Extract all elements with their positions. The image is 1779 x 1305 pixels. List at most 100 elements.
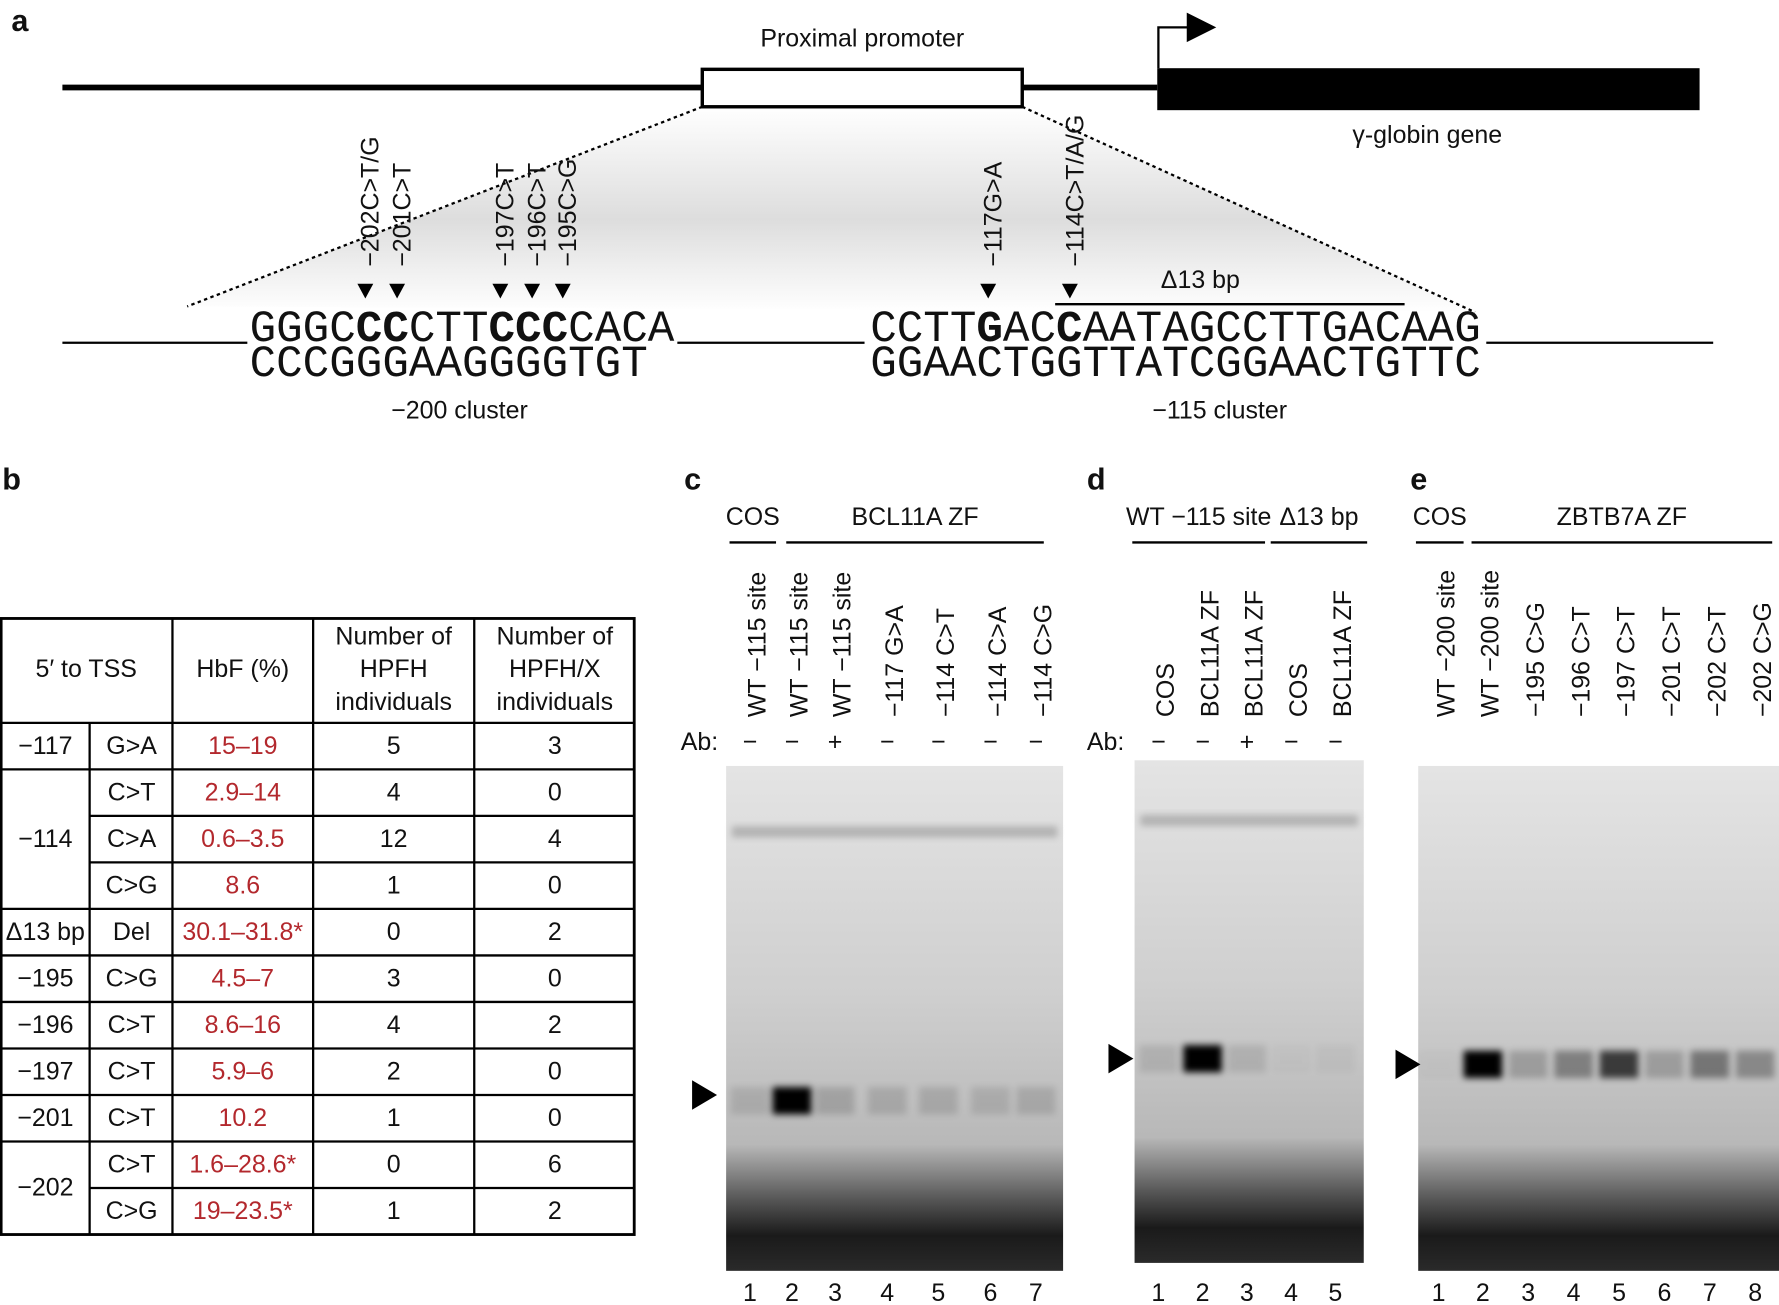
- table-cell: 2.9–14: [205, 778, 281, 806]
- gel-band: [1183, 1045, 1222, 1073]
- table-cell: C>G: [106, 871, 158, 899]
- gel-band: [1272, 1045, 1311, 1072]
- mutation-arrow: [554, 283, 571, 299]
- lane-number: 3: [828, 1279, 842, 1305]
- sequence-segment: G: [976, 305, 1003, 355]
- table-cell: −201: [17, 1104, 73, 1132]
- table-cell: 0: [548, 964, 562, 992]
- sequence-segment: AATAGCCTTGACAAG: [1083, 305, 1481, 355]
- table-cell: G>A: [106, 732, 157, 760]
- table-cell: 4: [387, 778, 401, 806]
- table-header: HPFH: [360, 655, 428, 683]
- lane-number: 2: [1196, 1279, 1210, 1305]
- promoter-box: [700, 67, 1024, 109]
- ab-mark: −: [1284, 728, 1299, 756]
- table-cell: 2: [387, 1057, 401, 1085]
- table-header: Number of: [335, 622, 452, 650]
- table-cell: 0: [548, 1104, 562, 1132]
- table-cell: Del: [113, 918, 150, 946]
- mutation-arrow: [492, 283, 509, 299]
- sequence-segment: AC: [1003, 305, 1056, 355]
- table-cell: 1.6–28.6*: [189, 1150, 296, 1178]
- gel-header: COS: [1413, 503, 1467, 531]
- table-cell: C>T: [108, 1150, 156, 1178]
- table-header: Number of: [497, 622, 614, 650]
- band-arrow: [1395, 1049, 1421, 1080]
- gel-header: ZBTB7A ZF: [1557, 503, 1687, 531]
- table-cell: C>T: [108, 778, 156, 806]
- table-cell: 4.5–7: [212, 964, 274, 992]
- sequence-segment: CACA: [568, 305, 675, 355]
- ab-mark: −: [1328, 728, 1343, 756]
- table-cell: 2: [548, 918, 562, 946]
- table-cell: C>T: [108, 1011, 156, 1039]
- lane-label: −201 C>T: [1658, 606, 1686, 717]
- ab-mark: −: [983, 728, 998, 756]
- mutation-label: −197C>T: [492, 163, 520, 267]
- gel-band: [1463, 1050, 1503, 1078]
- lane-label: −196 C>T: [1567, 606, 1595, 717]
- lane-label: WT −115 site: [829, 572, 857, 717]
- table-cell: 2: [548, 1197, 562, 1225]
- band-arrow: [1108, 1043, 1134, 1074]
- lane-label: BCL11A ZF: [1196, 590, 1224, 717]
- table-header: HPFH/X: [509, 655, 601, 683]
- mutation-arrow: [980, 283, 997, 299]
- lane-label: COS: [1152, 663, 1180, 717]
- lane-number: 4: [1567, 1279, 1581, 1305]
- table-cell: 30.1–31.8*: [182, 918, 303, 946]
- ab-mark: −: [743, 728, 758, 756]
- table-cell: 0: [548, 1057, 562, 1085]
- table-cell: 19–23.5*: [193, 1197, 293, 1225]
- gel-header: WT −115 site: [1126, 503, 1271, 531]
- table-cell: 1: [387, 1104, 401, 1132]
- ab-mark: −: [1151, 728, 1166, 756]
- mutation-arrow: [1061, 283, 1078, 299]
- lane-label: WT −200 site: [1477, 570, 1505, 717]
- ab-label: Ab:: [1087, 728, 1124, 756]
- lane-label: −114 C>T: [932, 608, 960, 717]
- ab-mark: +: [1240, 728, 1255, 756]
- table-border: [0, 617, 636, 1236]
- gel-band: [1599, 1050, 1639, 1078]
- gel-band: [1139, 1045, 1178, 1073]
- gel-band: [1508, 1050, 1548, 1078]
- lane-number: 6: [984, 1279, 998, 1305]
- lane-label: −195 C>G: [1522, 602, 1550, 717]
- lane-label: BCL11A ZF: [1329, 590, 1357, 717]
- sequence-segment: CCC: [489, 305, 569, 355]
- table-cell: 5: [387, 732, 401, 760]
- ab-mark: −: [931, 728, 946, 756]
- table-cell: 1: [387, 871, 401, 899]
- lane-number: 4: [880, 1279, 894, 1305]
- table-cell: C>G: [106, 964, 158, 992]
- table-cell: 4: [548, 825, 562, 853]
- gel-band: [867, 1087, 907, 1115]
- sequence-segment: CTT: [409, 305, 489, 355]
- table-header: HbF (%): [196, 655, 289, 683]
- mutation-arrow: [357, 283, 374, 299]
- table-cell: −195: [17, 964, 73, 992]
- gel-band: [1645, 1050, 1684, 1078]
- lane-number: 3: [1240, 1279, 1254, 1305]
- table-cell: −114: [18, 825, 72, 853]
- panel-label: d: [1087, 462, 1106, 496]
- ab-label: Ab:: [681, 728, 718, 756]
- mutation-label: −201C>T: [388, 163, 416, 267]
- ab-mark: +: [828, 728, 843, 756]
- mutation-label: −195C>G: [554, 159, 582, 267]
- lane-number: 1: [743, 1279, 757, 1305]
- gel-header: Δ13 bp: [1279, 503, 1358, 531]
- sequence-top: GGGCCCCTTCCCCACA: [250, 305, 675, 355]
- lane-label: WT −200 site: [1432, 570, 1460, 717]
- sequence-bottom: GGAACTGGTTATCGGAACTGTTC: [870, 340, 1481, 390]
- band-arrow: [692, 1080, 718, 1110]
- table-cell: 15–19: [208, 732, 277, 760]
- lane-number: 3: [1521, 1279, 1535, 1305]
- cluster-label: −115 cluster: [1152, 397, 1287, 425]
- table-cell: 0: [548, 778, 562, 806]
- gel-band: [772, 1087, 812, 1115]
- lane-label: WT −115 site: [786, 572, 814, 717]
- gel-smear: [731, 826, 1058, 838]
